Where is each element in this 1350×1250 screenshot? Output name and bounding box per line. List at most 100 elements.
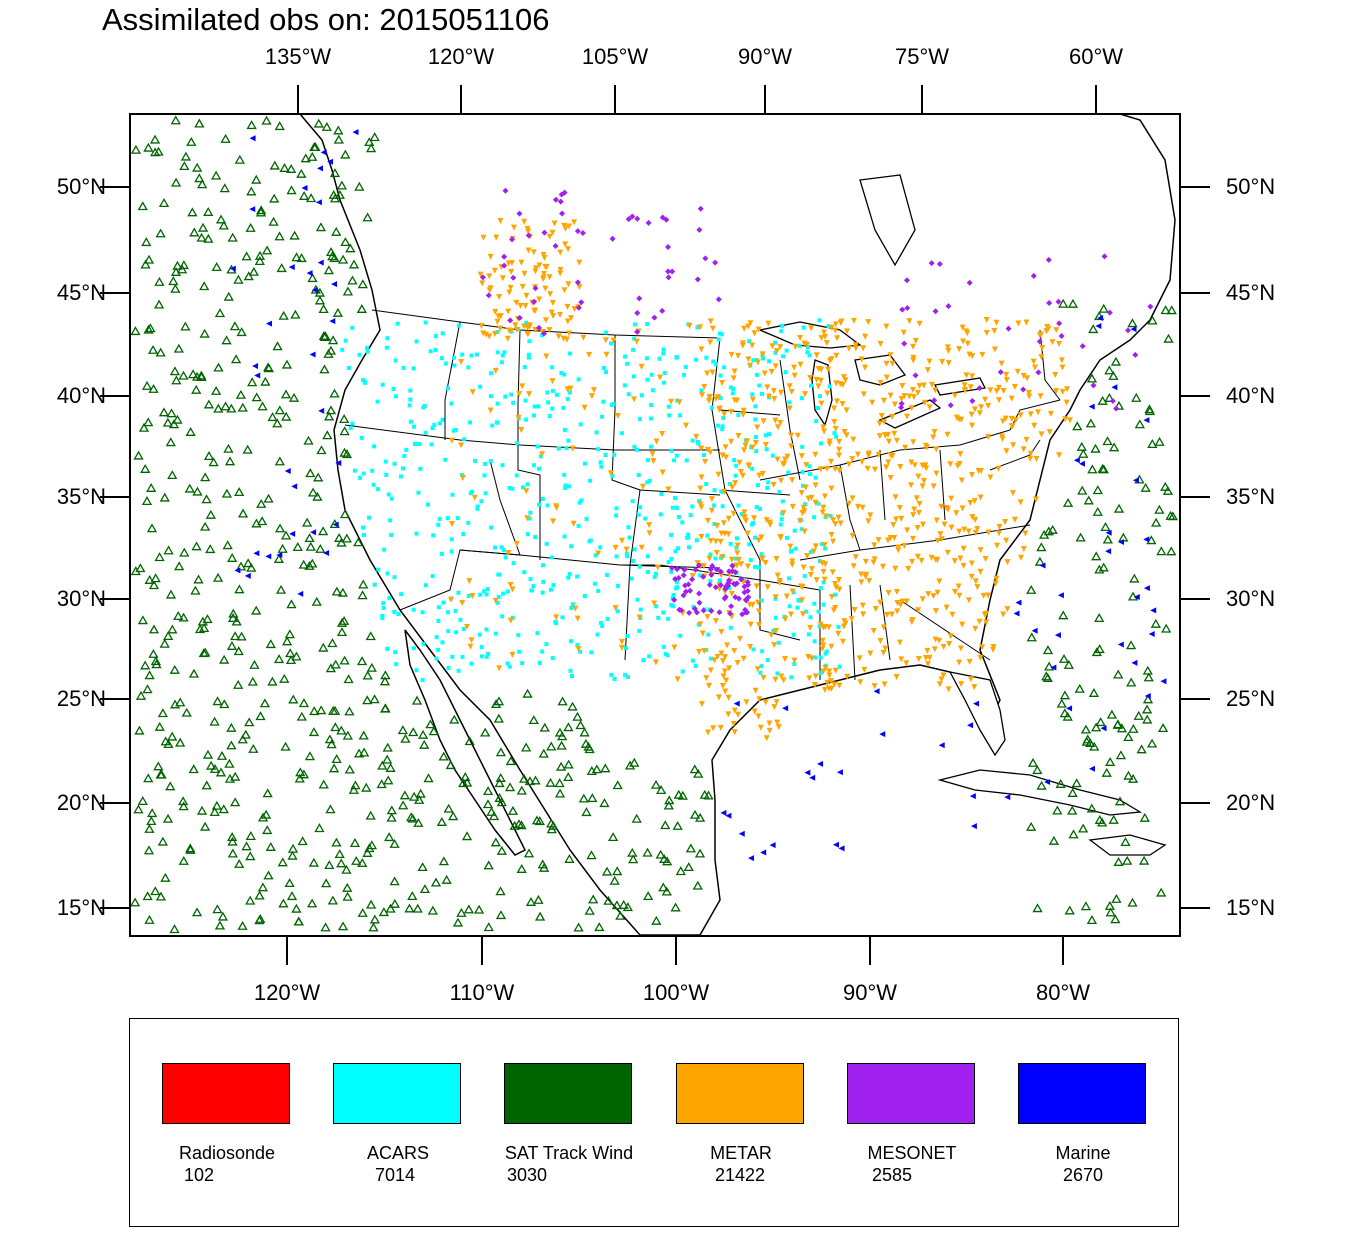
acars-marker	[340, 347, 345, 352]
mesonet-marker	[1020, 386, 1027, 393]
mesonet-marker	[689, 576, 696, 583]
sat-track-wind-marker	[1075, 532, 1086, 542]
metar-marker	[851, 607, 858, 614]
metar-marker	[571, 219, 578, 226]
sat-track-wind-marker	[154, 552, 165, 562]
metar-marker	[845, 345, 852, 352]
sat-track-wind-marker	[496, 797, 507, 807]
metar-marker	[731, 647, 738, 654]
metar-marker	[889, 360, 896, 367]
metar-marker	[959, 505, 966, 512]
metar-marker	[701, 383, 708, 390]
mesonet-marker	[516, 210, 523, 217]
right-lat-label: 50°N	[1226, 174, 1276, 199]
sat-track-wind-marker	[279, 673, 290, 683]
tick-marks	[100, 85, 1210, 965]
acars-marker	[456, 590, 461, 595]
acars-marker	[433, 334, 438, 339]
metar-marker	[808, 325, 815, 332]
sat-track-wind-marker	[245, 895, 256, 905]
sat-track-wind-marker	[274, 405, 285, 415]
acars-marker	[631, 347, 636, 352]
sat-track-wind-marker	[521, 742, 532, 752]
sat-track-wind-marker	[361, 782, 372, 792]
metar-marker	[652, 659, 659, 666]
metar-marker	[777, 534, 784, 541]
sat-track-wind-marker	[615, 910, 626, 920]
sat-track-wind-marker	[155, 347, 166, 357]
sat-track-wind-marker	[482, 799, 494, 809]
mesonet-marker	[1090, 382, 1097, 389]
metar-marker	[728, 556, 735, 563]
acars-marker	[392, 461, 397, 466]
marine-markers	[229, 129, 1167, 862]
acars-marker	[545, 503, 550, 508]
acars-marker	[450, 654, 455, 659]
sat-track-wind-marker	[1055, 778, 1066, 788]
metar-marker	[734, 659, 741, 666]
sat-track-wind-marker	[248, 743, 259, 753]
acars-marker	[489, 525, 494, 530]
sat-track-wind-marker	[348, 259, 360, 269]
sat-track-wind-marker	[157, 836, 169, 846]
metar-marker	[931, 646, 938, 653]
metar-marker	[546, 233, 553, 240]
sat-track-wind-marker	[218, 804, 229, 814]
sat-track-wind-marker	[1058, 653, 1070, 663]
sat-track-wind-marker	[223, 291, 234, 301]
metar-marker	[827, 678, 834, 685]
acars-marker	[666, 616, 671, 621]
metar-marker	[985, 434, 992, 441]
metar-marker	[906, 318, 913, 325]
sat-track-wind-marker	[612, 866, 623, 876]
acars-marker	[350, 421, 355, 426]
metar-marker	[523, 292, 530, 299]
metar-marker	[740, 655, 747, 662]
metar-marker	[513, 326, 520, 333]
sat-track-wind-marker	[332, 307, 344, 317]
metar-marker	[756, 621, 763, 628]
sat-track-wind-marker	[490, 699, 502, 709]
sat-track-wind-marker	[216, 750, 228, 760]
metar-marker	[726, 572, 733, 579]
mesonet-marker	[912, 372, 919, 379]
metar-marker	[480, 234, 487, 241]
metar-marker	[916, 509, 923, 516]
sat-track-wind-marker	[291, 903, 302, 913]
marine-marker	[352, 129, 359, 136]
sat-track-wind-marker	[224, 758, 235, 768]
acars-marker	[767, 432, 772, 437]
sat-track-wind-marker	[1026, 584, 1037, 594]
acars-marker	[734, 545, 739, 550]
metar-marker	[836, 452, 843, 459]
sat-track-wind-marker	[369, 694, 380, 704]
sat-track-wind-marker	[660, 820, 671, 830]
mesonet-marker	[685, 581, 692, 588]
acars-marker	[499, 545, 504, 550]
mesonet-marker	[502, 187, 509, 194]
marine-marker	[760, 849, 767, 856]
metar-marker	[1059, 364, 1066, 371]
acars-marker	[654, 604, 659, 609]
sat-track-wind-marker	[206, 760, 217, 770]
acars-marker	[588, 478, 593, 483]
metar-marker	[623, 546, 630, 553]
metar-marker	[797, 334, 804, 341]
mesonet-marker	[741, 589, 748, 596]
metar-marker	[828, 593, 835, 600]
sat-track-wind-marker	[1166, 305, 1177, 315]
sat-track-wind-marker	[342, 286, 354, 296]
sat-track-wind-marker	[1078, 823, 1089, 833]
sat-track-wind-marker	[146, 482, 157, 492]
sat-track-wind-marker	[428, 726, 439, 736]
metar-marker	[893, 674, 900, 681]
sat-track-wind-marker	[298, 559, 309, 569]
sat-track-wind-marker	[425, 719, 436, 729]
metar-marker	[817, 466, 824, 473]
sat-track-wind-marker	[222, 540, 233, 550]
marine-marker	[769, 842, 776, 849]
mesonet-marker	[728, 603, 735, 610]
sat-track-wind-marker	[293, 916, 304, 926]
metar-marker	[542, 263, 549, 270]
sat-track-wind-marker	[624, 760, 636, 770]
